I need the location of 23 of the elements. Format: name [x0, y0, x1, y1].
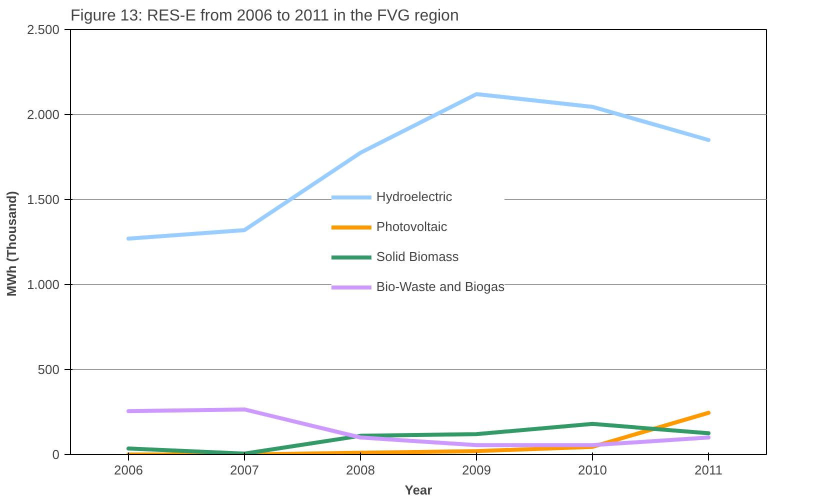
y-axis-title: MWh (Thousand): [4, 191, 19, 297]
line-series: [126, 407, 710, 448]
y-tick-label: 1.500: [26, 192, 60, 207]
line-series: [126, 92, 710, 241]
line-series: [126, 422, 710, 454]
y-tick-label: 2.000: [26, 107, 60, 122]
y-tick-label: 2.500: [26, 22, 60, 37]
line-series: [126, 410, 710, 454]
legend-label: Hydroelectric: [376, 189, 452, 204]
x-tick-label: 2011: [694, 462, 722, 478]
y-tick-label: 500: [38, 362, 60, 377]
x-tick-label: 2008: [346, 462, 375, 478]
legend-label: Solid Biomass: [376, 249, 459, 264]
x-tick-label: 2009: [462, 462, 491, 478]
x-tick-label: 2007: [230, 462, 259, 478]
legend-label: Bio-Waste and Biogas: [376, 279, 505, 294]
y-tick-label: 1.000: [26, 277, 60, 292]
y-tick-label: 0: [52, 447, 60, 462]
legend-label: Photovoltaic: [376, 219, 448, 234]
chart-title: Figure 13: RES-E from 2006 to 2011 in the FVG region: [70, 8, 459, 24]
x-tick-label: 2006: [114, 462, 143, 478]
x-axis-title: Year: [404, 482, 432, 498]
x-tick-label: 2010: [578, 462, 607, 478]
